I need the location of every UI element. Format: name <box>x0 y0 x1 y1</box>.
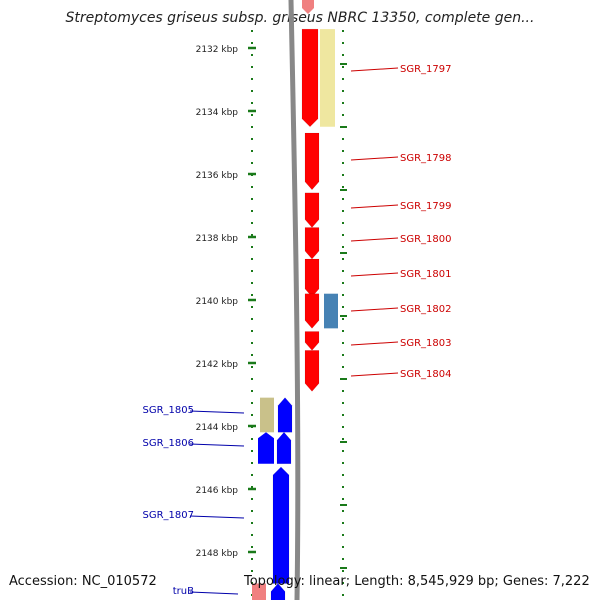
feature-sgr1805-olive <box>260 397 274 433</box>
ruler-tick-label: 2144 kbp <box>196 423 239 433</box>
gene-SGR_1803[interactable] <box>304 331 320 351</box>
label-leader-line <box>350 237 399 242</box>
gene-SGR_1798[interactable] <box>304 132 320 191</box>
feature-sgr1802-steelblue <box>324 293 338 329</box>
gene-SGR_1797[interactable] <box>301 28 319 128</box>
ruler-tick-label: 2132 kbp <box>196 45 239 55</box>
gene-SGR_1799[interactable] <box>304 192 320 228</box>
label-leader-line <box>189 410 245 414</box>
ruler-tick-label: 2146 kbp <box>196 486 239 496</box>
genome-summary-text: Topology: linear; Length: 8,545,929 bp; … <box>244 574 590 589</box>
label-leader-line <box>350 67 399 72</box>
gene-label-SGR_1797[interactable]: SGR_1797 <box>400 64 452 75</box>
gene-SGR_1801[interactable] <box>304 258 320 298</box>
gene-track <box>258 0 320 600</box>
label-leader-line <box>350 372 399 377</box>
gene-labels: SGR_1797 SGR_1798 SGR_1799 SGR_1800 SGR_1801… <box>143 64 452 597</box>
gene-SGR_1807[interactable] <box>272 466 290 584</box>
ruler-tick-label: 2142 kbp <box>196 360 239 370</box>
gene-SGR_1800[interactable] <box>304 227 320 260</box>
gene-SGR_1805[interactable] <box>277 397 293 433</box>
feature-trub-pink <box>252 583 266 600</box>
gene-label-truB[interactable]: truB <box>173 586 194 597</box>
ruler-tick-label: 2140 kbp <box>196 297 239 307</box>
label-leader-line <box>350 156 399 161</box>
label-leader-line <box>189 591 239 595</box>
backbone-line <box>288 0 301 600</box>
gene-SGR_1804[interactable] <box>304 350 320 392</box>
label-leader-line <box>350 272 399 277</box>
chromosome-backbone <box>288 0 301 600</box>
gene-label-SGR_1800[interactable]: SGR_1800 <box>400 234 452 245</box>
label-leader-line <box>350 341 399 346</box>
ruler-tick-label: 2134 kbp <box>196 108 239 118</box>
label-leader-line <box>189 515 245 519</box>
gene-label-SGR_1805[interactable]: SGR_1805 <box>143 405 195 416</box>
feature-sgr1797-yellow <box>320 29 335 127</box>
gene-truB[interactable] <box>270 583 286 600</box>
label-leader-line <box>350 307 399 312</box>
label-leader-line <box>189 443 245 447</box>
gene-SGR_1806[interactable] <box>276 431 292 465</box>
ruler-tick-label: 2136 kbp <box>196 171 239 181</box>
gene-label-SGR_1804[interactable]: SGR_1804 <box>400 369 452 380</box>
label-leader-line <box>350 204 399 209</box>
gene-SGR_1802[interactable] <box>304 293 320 329</box>
ruler-tick-label: 2138 kbp <box>196 234 239 244</box>
genome-title: Streptomyces griseus subsp. griseus NBRC… <box>65 10 535 26</box>
gene-label-SGR_1803[interactable]: SGR_1803 <box>400 338 452 349</box>
gene-SGR_1806-left[interactable] <box>258 432 274 464</box>
truncated-gene-top-marker <box>302 0 314 14</box>
gene-label-SGR_1801[interactable]: SGR_1801 <box>400 269 452 280</box>
feature-track <box>252 29 338 600</box>
ruler-ticks: 2132 kbp 2134 kbp 2136 kbp 2138 kbp 2140 kbp… <box>196 45 347 569</box>
gene-label-SGR_1807[interactable]: SGR_1807 <box>143 510 195 521</box>
accession-text: Accession: NC_010572 <box>9 574 157 589</box>
gene-label-SGR_1806[interactable]: SGR_1806 <box>143 438 195 449</box>
gene-label-SGR_1799[interactable]: SGR_1799 <box>400 201 452 212</box>
ruler-tick-label: 2148 kbp <box>196 549 239 559</box>
gene-label-SGR_1798[interactable]: SGR_1798 <box>400 153 452 164</box>
gene-label-SGR_1802[interactable]: SGR_1802 <box>400 304 452 315</box>
